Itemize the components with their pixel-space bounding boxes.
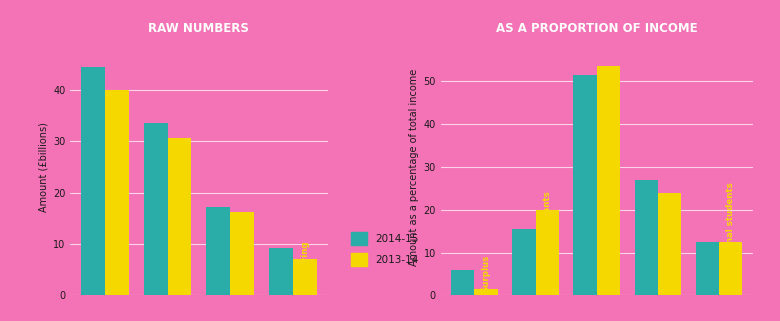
- Bar: [230, 212, 254, 295]
- Bar: [207, 207, 230, 295]
- Bar: [536, 210, 558, 295]
- Bar: [81, 67, 105, 295]
- Title: AS A PROPORTION OF INCOME: AS A PROPORTION OF INCOME: [496, 22, 697, 35]
- Bar: [168, 138, 191, 295]
- Bar: [105, 90, 129, 295]
- Bar: [144, 123, 168, 295]
- Bar: [451, 270, 474, 295]
- Text: Staff costs: Staff costs: [604, 239, 613, 292]
- Y-axis label: Amount (£billions): Amount (£billions): [39, 122, 49, 212]
- Bar: [696, 242, 719, 295]
- Text: Total income: Total income: [175, 229, 184, 291]
- Bar: [573, 75, 597, 295]
- Text: Borrowing: Borrowing: [665, 241, 674, 292]
- Bar: [658, 193, 681, 295]
- Text: Borrowing: Borrowing: [300, 241, 310, 291]
- Bar: [597, 66, 620, 295]
- Bar: [512, 229, 536, 295]
- Text: Net assets (excluding pension liability): Net assets (excluding pension liability): [112, 100, 121, 291]
- Text: International students: International students: [726, 182, 736, 292]
- Bar: [719, 242, 743, 295]
- Title: RAW NUMBERS: RAW NUMBERS: [148, 22, 250, 35]
- Text: Staff costs: Staff costs: [238, 239, 246, 291]
- Bar: [293, 259, 317, 295]
- Text: Funding body grants: Funding body grants: [543, 191, 551, 292]
- Bar: [269, 247, 293, 295]
- Bar: [635, 180, 658, 295]
- Y-axis label: Amount as a percentage of total income: Amount as a percentage of total income: [410, 68, 420, 265]
- Text: Surplus: Surplus: [481, 255, 491, 292]
- Bar: [474, 289, 498, 295]
- Legend: 2014-15, 2013-14: 2014-15, 2013-14: [346, 227, 424, 271]
